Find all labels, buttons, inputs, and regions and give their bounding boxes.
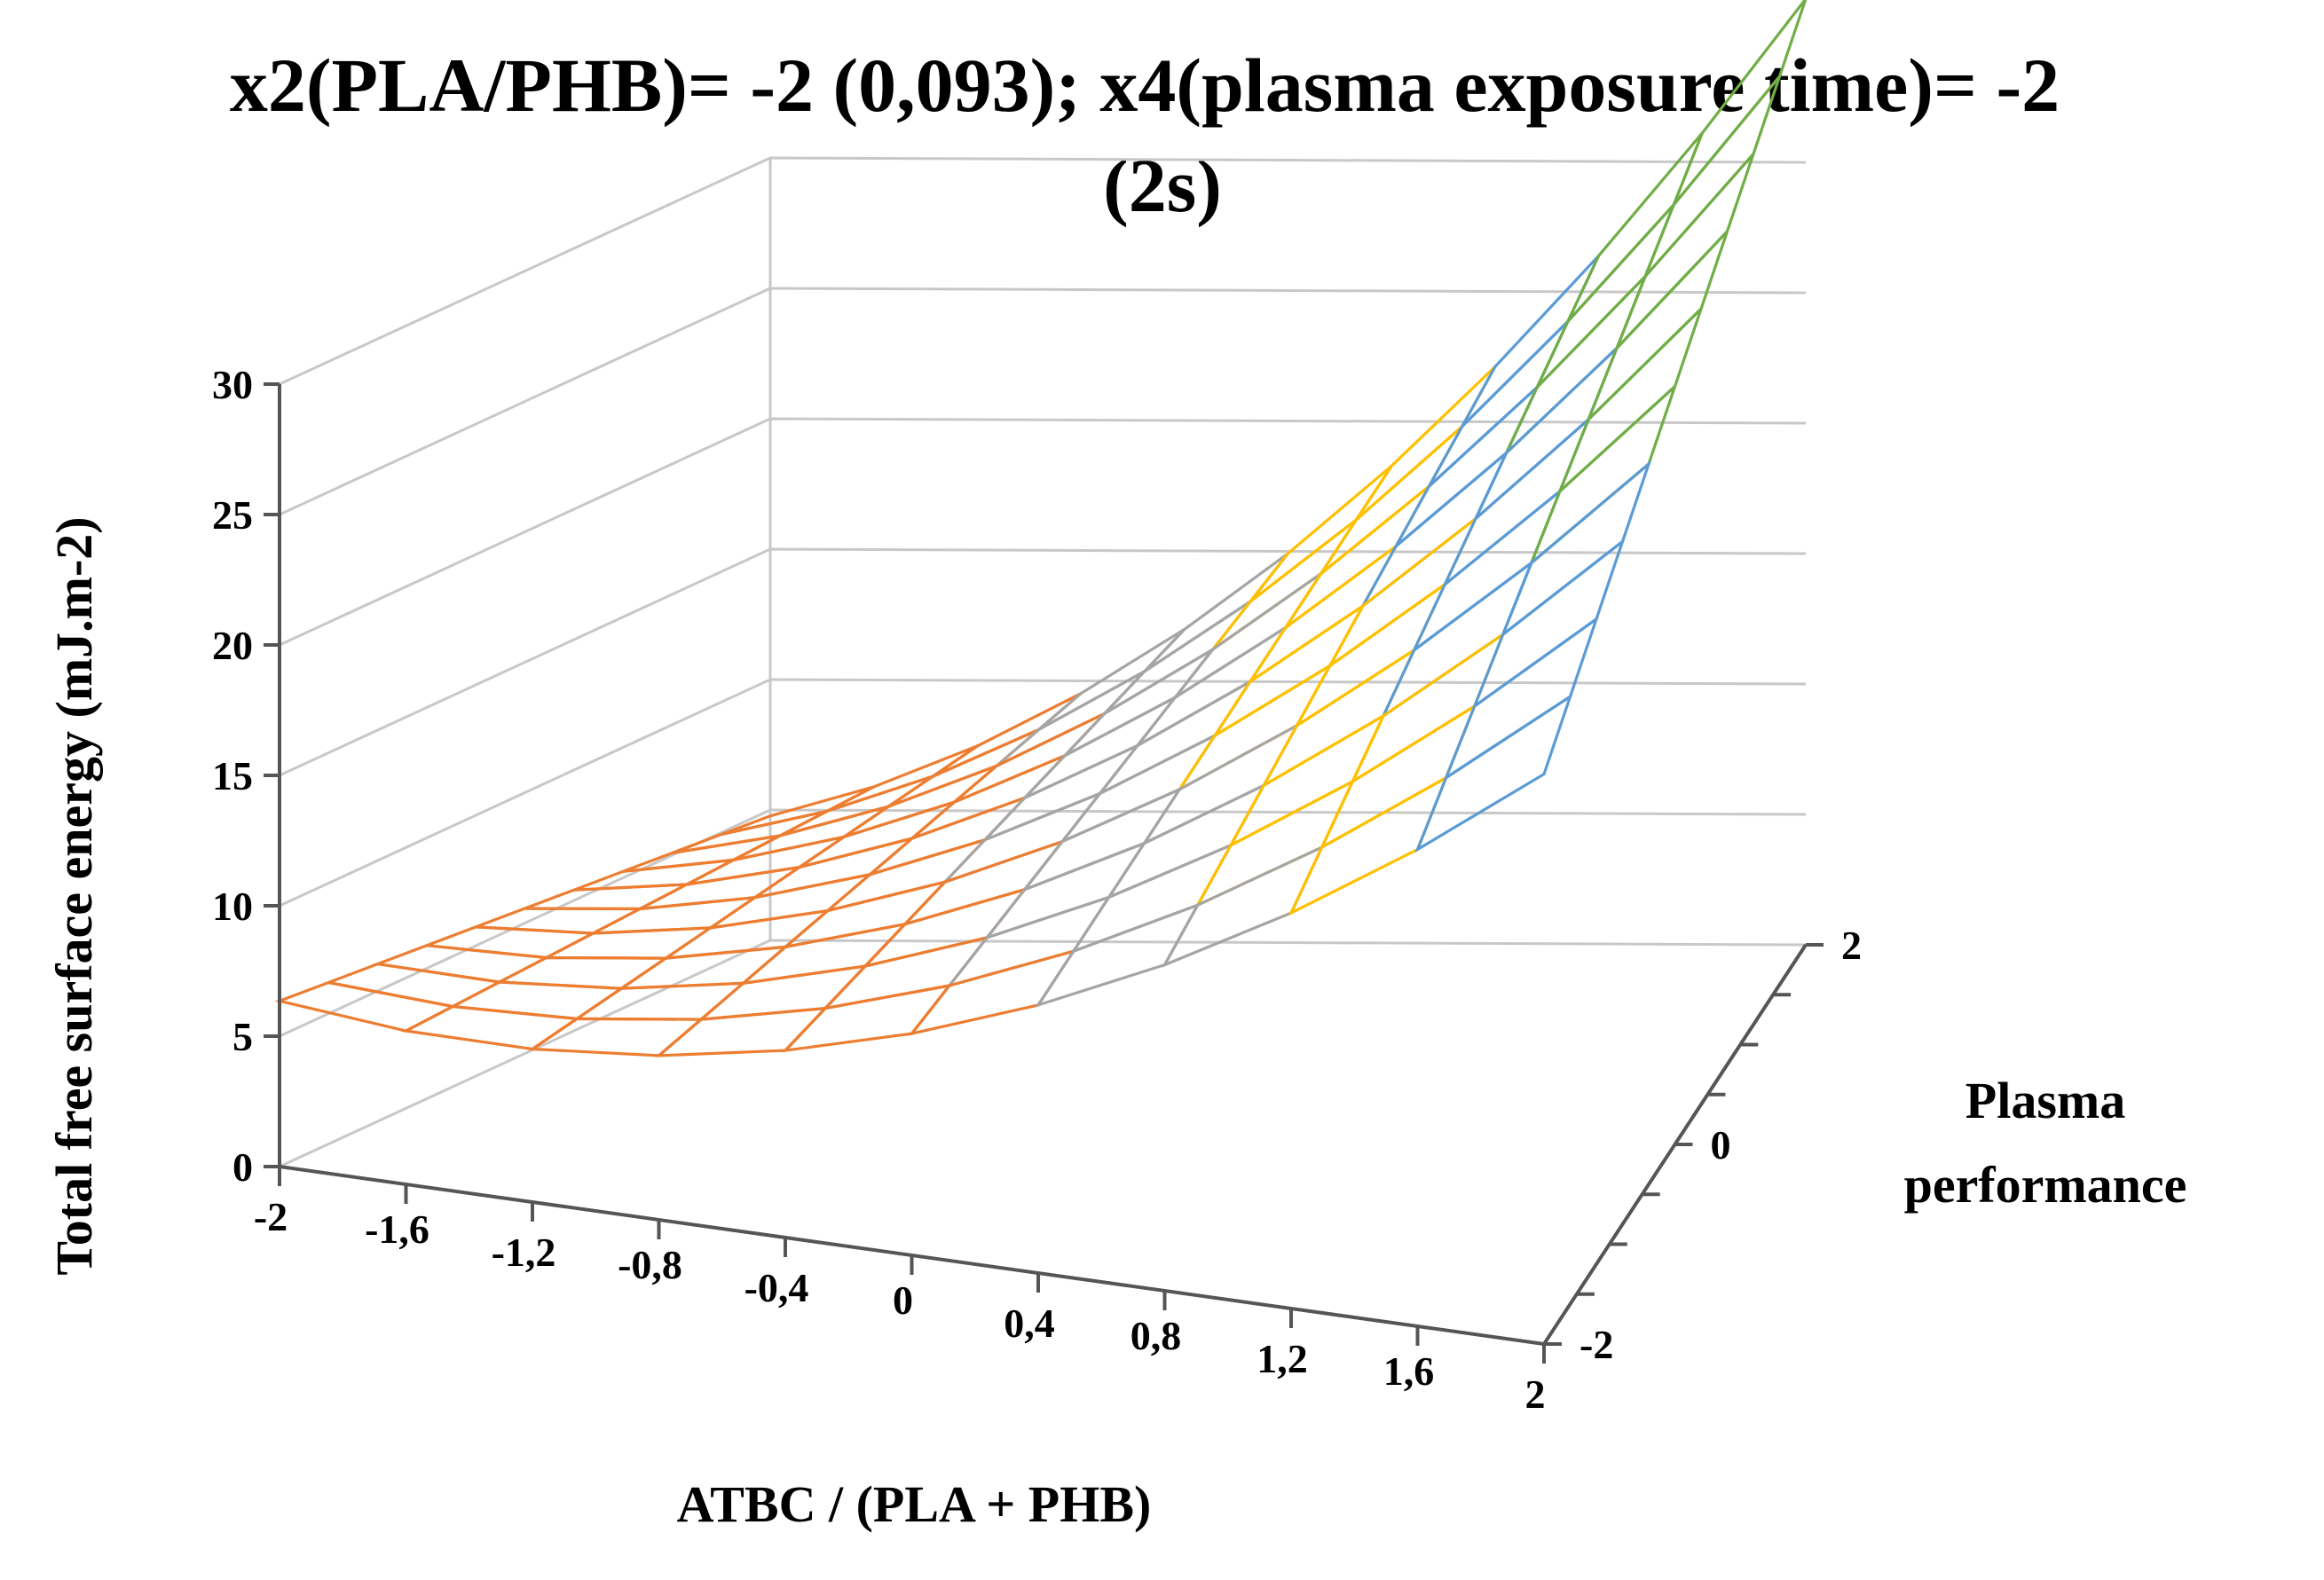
- surface-cell: [1530, 381, 1678, 564]
- chart-title-line1: x2(PLA/PHB)= -2 (0,093); x4(plasma expos…: [230, 43, 2060, 128]
- surface-cell: [1020, 786, 1184, 893]
- z-tick-label: 25: [212, 492, 253, 538]
- y-axis-ticks: -2 0 2: [1544, 923, 1862, 1367]
- z-tick-label: 30: [212, 362, 253, 407]
- x-tick-label: -1,2: [492, 1230, 556, 1275]
- z-tick-label: 10: [212, 884, 253, 929]
- surface-cell: [1259, 646, 1418, 790]
- surface-cell: [1060, 731, 1219, 844]
- gridline-0: [279, 939, 1807, 1168]
- x-tick-label: 0,4: [1004, 1301, 1055, 1346]
- z-tick-label: 0: [232, 1144, 253, 1190]
- surface-cell: [1414, 693, 1573, 853]
- chart-title-line2: (2s): [1103, 143, 1222, 228]
- z-tick-label: 5: [232, 1014, 253, 1059]
- surface-cell: [1349, 630, 1507, 786]
- surface-cell: [908, 948, 1077, 1036]
- surface-cell: [1139, 721, 1301, 847]
- x-tick-label: -2: [254, 1194, 288, 1239]
- y-axis-title-line2: performance: [1904, 1156, 2187, 1214]
- gridline-20: [279, 417, 1807, 647]
- z-axis-ticks: 0 5 10 15 20 25 30: [212, 362, 280, 1190]
- surface-cell: [1558, 308, 1703, 492]
- z-axis-title: Total free surface energy (mJ.m-2): [45, 516, 103, 1275]
- surface-cell: [982, 840, 1148, 941]
- x-tick-label: -0,8: [618, 1242, 682, 1287]
- gridline-25: [279, 287, 1807, 516]
- y-axis-title-line1: Plasma: [1966, 1072, 2125, 1129]
- x-tick-label: -0,4: [744, 1265, 809, 1310]
- surface-cell: [1443, 615, 1600, 782]
- x-tick-label: -1,6: [365, 1207, 429, 1252]
- axes: [278, 384, 1808, 1346]
- x-tick-label: 1,6: [1383, 1348, 1435, 1394]
- x-axis-ticks: -2 -1,6 -1,2 -0,8 -0,4 0 0,4 0,8 1,2 1,6 2: [254, 1167, 1546, 1417]
- z-tick-label: 15: [212, 753, 253, 798]
- surface-cell: [1587, 230, 1729, 421]
- x-tick-label: 0,8: [1130, 1313, 1182, 1358]
- surface-cell: [1615, 153, 1755, 350]
- surface-cell: [1427, 320, 1570, 488]
- x-axis-title: ATBC / (PLA + PHB): [677, 1475, 1152, 1533]
- surface-cell: [1023, 696, 1177, 799]
- surface-cell: [709, 872, 875, 930]
- surface-mesh: [274, 0, 1808, 1057]
- surface-cell: [1296, 579, 1449, 727]
- y-tick-label: 2: [1841, 923, 1862, 968]
- surface-cell: [821, 935, 991, 1011]
- y-tick-label: -2: [1580, 1322, 1613, 1367]
- x-tick-label: 2: [1525, 1372, 1546, 1417]
- surface-cell: [639, 866, 800, 911]
- z-tick-label: 20: [212, 623, 253, 668]
- x-tick-label: 0: [893, 1277, 913, 1323]
- surface-cell: [738, 922, 910, 986]
- x-tick-label: 1,2: [1257, 1336, 1308, 1381]
- surface-cell: [1474, 347, 1619, 520]
- surface-cell: [1413, 486, 1564, 652]
- surface-cell: [843, 764, 998, 838]
- surface-cell: [1178, 662, 1334, 791]
- surface-cell: [447, 980, 626, 1021]
- gridline-15: [279, 547, 1807, 777]
- surface-cell: [1380, 558, 1535, 720]
- surface-cell: [1319, 703, 1477, 851]
- back-walls: [279, 156, 1807, 1168]
- gridline-30: [279, 156, 1807, 386]
- y-tick-label: 0: [1711, 1122, 1731, 1167]
- surface-cell: [1500, 460, 1652, 640]
